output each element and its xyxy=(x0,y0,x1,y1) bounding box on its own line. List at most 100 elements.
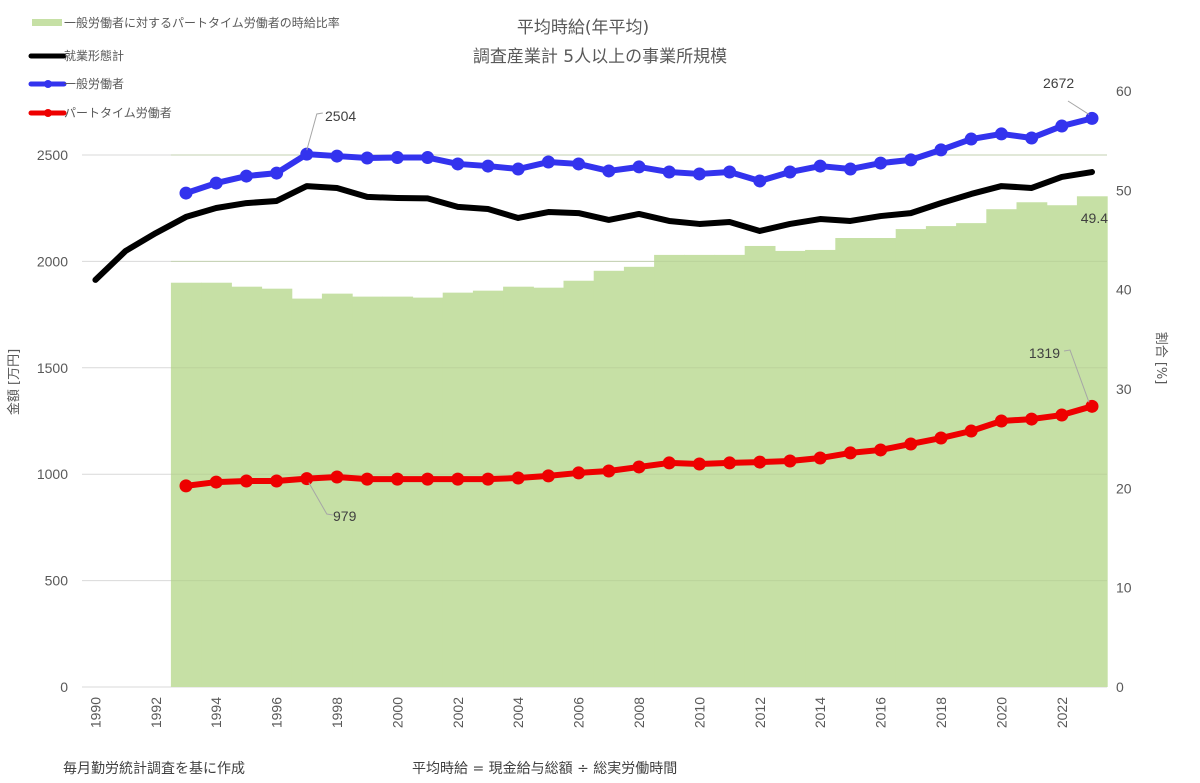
point-part xyxy=(692,457,706,471)
ratio-bar xyxy=(593,270,625,687)
x-tick-label: 2010 xyxy=(691,697,707,728)
source-note: 毎月勤労統計調査を基に作成 xyxy=(63,761,245,777)
ratio-bar xyxy=(925,226,957,688)
left-tick-label: 2000 xyxy=(37,253,68,269)
x-tick-label: 2000 xyxy=(389,697,405,728)
point-part xyxy=(662,456,676,470)
point-part xyxy=(843,446,857,460)
point-part xyxy=(421,472,435,486)
point-part xyxy=(964,424,978,438)
x-tick-label: 2004 xyxy=(510,697,526,728)
point-general xyxy=(300,147,314,161)
data-label: 1319 xyxy=(1029,345,1060,361)
point-general xyxy=(511,162,525,176)
data-label: 49.4 xyxy=(1081,210,1108,226)
right-tick-label: 60 xyxy=(1116,83,1132,99)
point-general xyxy=(994,127,1008,141)
ratio-bar xyxy=(1046,205,1078,687)
ratio-bar xyxy=(865,238,897,687)
point-part xyxy=(1055,408,1069,422)
legend-swatch-ratio xyxy=(32,19,62,26)
leader-line xyxy=(308,482,333,516)
point-general xyxy=(783,165,797,179)
right-tick-label: 40 xyxy=(1116,282,1132,298)
chart-subtitle: 調査産業計 5人以上の事業所規模 xyxy=(473,47,727,67)
legend: 一般労働者に対するパートタイム労働者の時給比率 就業形態計 一般労働者 パートタ… xyxy=(28,15,340,120)
point-part xyxy=(904,437,918,451)
point-general xyxy=(572,157,586,171)
left-tick-label: 1500 xyxy=(37,360,68,376)
ratio-bar xyxy=(382,296,414,687)
point-general xyxy=(753,174,767,188)
right-tick-label: 20 xyxy=(1116,480,1132,496)
right-tick-label: 30 xyxy=(1116,381,1132,397)
point-part xyxy=(874,443,888,457)
legend-marker-part xyxy=(44,109,52,117)
point-general xyxy=(451,157,465,171)
ratio-bar xyxy=(442,292,474,687)
point-general xyxy=(481,159,495,173)
point-general xyxy=(934,143,948,157)
x-tick-label: 2018 xyxy=(933,697,949,728)
ratio-bar xyxy=(472,290,504,687)
point-general xyxy=(270,166,284,180)
data-labels: 2504 2672 979 1319 49.4 xyxy=(306,75,1108,524)
data-label: 2672 xyxy=(1043,75,1074,91)
point-general xyxy=(964,132,978,146)
right-tick-label: 10 xyxy=(1116,580,1132,596)
point-part xyxy=(209,475,223,489)
left-tick-label: 500 xyxy=(45,573,69,589)
point-part xyxy=(390,472,404,486)
x-tick-label: 1994 xyxy=(208,697,224,728)
ratio-bar xyxy=(1016,202,1048,687)
left-axis-ticks: 0 500 1000 1500 2000 2500 xyxy=(37,147,68,695)
point-part xyxy=(541,469,555,483)
point-general xyxy=(239,169,253,183)
point-part xyxy=(753,455,767,469)
ratio-bar xyxy=(623,266,655,687)
chart-title: 平均時給(年平均) xyxy=(517,18,649,38)
point-general xyxy=(541,155,555,169)
legend-item-total: 就業形態計 xyxy=(28,48,124,63)
leader-line xyxy=(1067,100,1090,115)
point-general xyxy=(904,153,918,167)
ratio-bar xyxy=(684,254,716,687)
point-part xyxy=(934,431,948,445)
x-tick-label: 2020 xyxy=(993,697,1009,728)
x-tick-label: 1992 xyxy=(148,697,164,728)
point-part xyxy=(330,470,344,484)
point-general xyxy=(179,186,193,200)
ratio-bar xyxy=(352,296,383,687)
legend-item-ratio: 一般労働者に対するパートタイム労働者の時給比率 xyxy=(32,15,340,30)
point-part xyxy=(994,414,1008,428)
legend-label-part: パートタイム労働者 xyxy=(64,106,172,120)
ratio-bar xyxy=(503,286,534,687)
x-tick-label: 2014 xyxy=(812,697,828,728)
legend-marker-general xyxy=(44,80,52,88)
series-lines xyxy=(92,111,1099,493)
legend-label-general: 一般労働者 xyxy=(64,76,124,91)
point-part xyxy=(1085,399,1099,413)
point-general xyxy=(662,165,676,179)
legend-label-ratio: 一般労働者に対するパートタイム労働者の時給比率 xyxy=(64,15,340,30)
left-tick-label: 1000 xyxy=(37,466,68,482)
point-part xyxy=(813,451,827,465)
point-part xyxy=(632,460,646,474)
point-general xyxy=(1025,131,1039,145)
x-tick-label: 2016 xyxy=(873,697,889,728)
point-general xyxy=(330,149,344,163)
point-part xyxy=(179,479,193,493)
point-part xyxy=(270,474,284,488)
ratio-bar xyxy=(533,287,565,687)
ratio-bar xyxy=(805,249,836,687)
data-label: 2504 xyxy=(325,108,356,124)
formula-note: 平均時給 = 現金給与総額 ÷ 総実労働時間 xyxy=(412,761,678,777)
point-general xyxy=(874,156,888,170)
point-part xyxy=(783,454,797,468)
right-tick-label: 0 xyxy=(1116,679,1124,695)
x-tick-label: 2008 xyxy=(631,697,647,728)
x-tick-label: 2006 xyxy=(571,697,587,728)
x-tick-label: 2002 xyxy=(450,697,466,728)
ratio-bars xyxy=(170,154,1108,688)
series-line-total xyxy=(92,169,1095,283)
